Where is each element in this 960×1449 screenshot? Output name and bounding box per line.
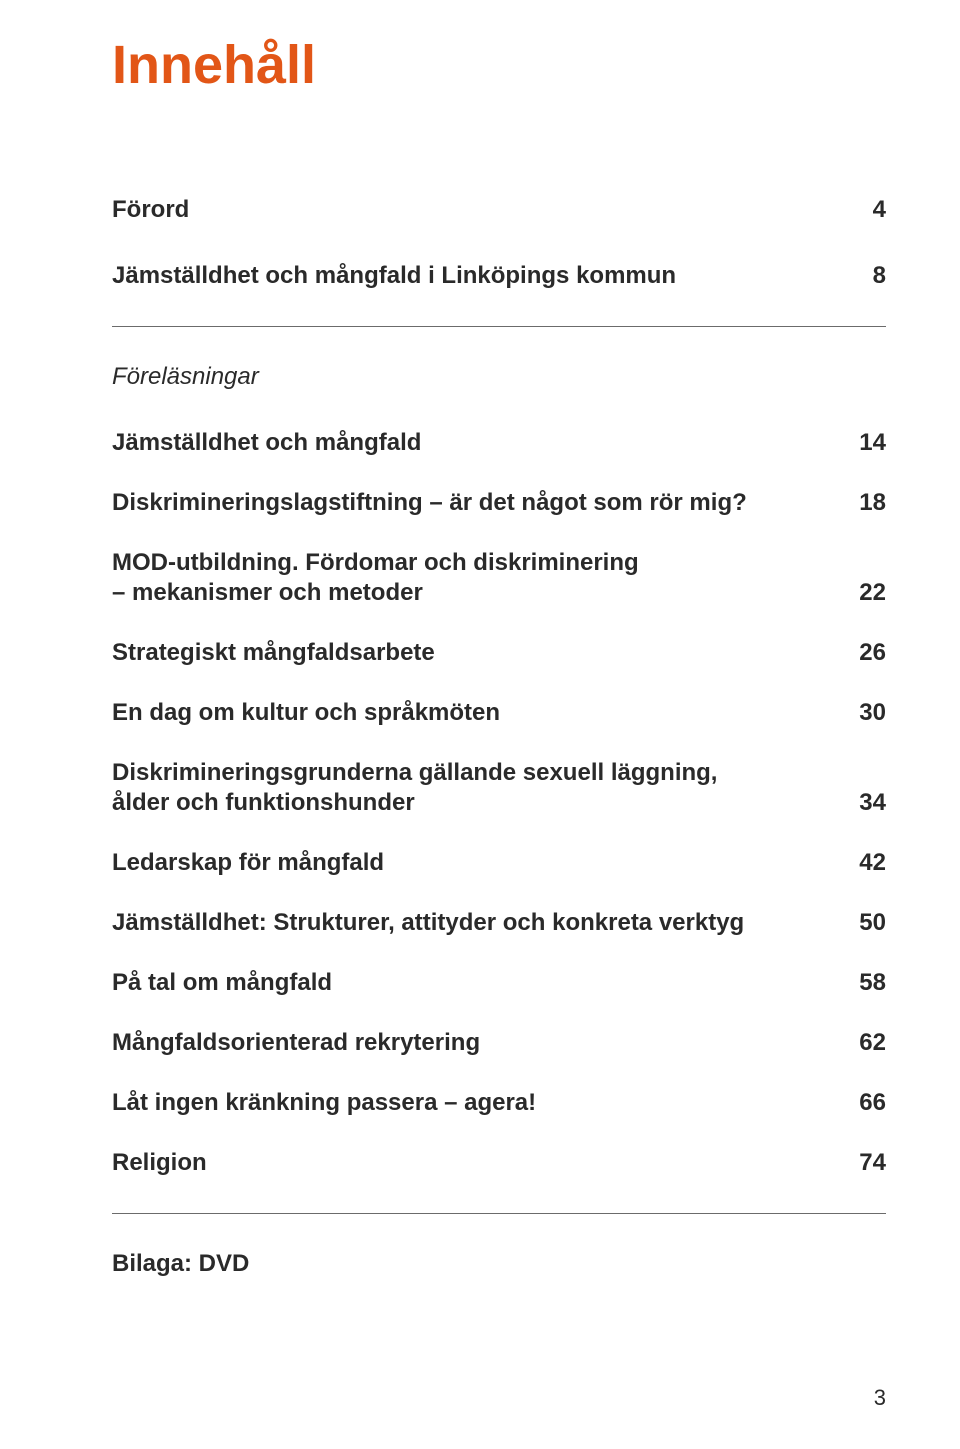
toc-label-line2: – mekanismer och metoder	[112, 579, 846, 607]
toc-label: En dag om kultur och språkmöten	[112, 699, 846, 727]
toc-page: 74	[846, 1149, 886, 1177]
toc-page: 30	[846, 699, 886, 727]
toc-label: Diskrimineringslagstiftning – är det någ…	[112, 489, 846, 517]
toc-entry: Jämställdhet och mångfald i Linköpings k…	[112, 262, 886, 290]
toc-page: 22	[846, 579, 886, 607]
toc-label: På tal om mångfald	[112, 969, 846, 997]
section-label: Föreläsningar	[112, 363, 886, 391]
toc-page: 62	[846, 1029, 886, 1057]
toc-page: 34	[846, 789, 886, 817]
toc-page: 14	[846, 429, 886, 457]
toc-label: Ledarskap för mångfald	[112, 849, 846, 877]
toc-section-heading: Föreläsningar	[112, 363, 886, 391]
toc-entry: Strategiskt mångfaldsarbete 26	[112, 639, 886, 667]
toc-label: Jämställdhet: Strukturer, attityder och …	[112, 909, 846, 937]
toc-page: 18	[846, 489, 886, 517]
toc-entry: Låt ingen kränkning passera – agera! 66	[112, 1089, 886, 1117]
toc-label: Låt ingen kränkning passera – agera!	[112, 1089, 846, 1117]
toc-entry: Diskrimineringslagstiftning – är det någ…	[112, 489, 886, 517]
toc-entry: Ledarskap för mångfald 42	[112, 849, 886, 877]
toc-page: 4	[846, 196, 886, 224]
page: Innehåll Förord 4 Jämställdhet och mångf…	[0, 0, 960, 1449]
toc-page: 8	[846, 262, 886, 290]
toc-entry: Mångfaldsorienterad rekrytering 62	[112, 1029, 886, 1057]
toc-entry: Religion 74	[112, 1149, 886, 1177]
toc-label: Förord	[112, 196, 846, 224]
page-number: 3	[874, 1385, 886, 1411]
toc-page: 42	[846, 849, 886, 877]
toc-label: Religion	[112, 1149, 846, 1177]
toc-entry: Diskrimineringsgrunderna gällande sexuel…	[112, 759, 886, 817]
toc-entry: MOD-utbildning. Fördomar och diskriminer…	[112, 549, 886, 607]
toc-entry: En dag om kultur och språkmöten 30	[112, 699, 886, 727]
toc-entry: Bilaga: DVD	[112, 1250, 886, 1278]
toc-page: 26	[846, 639, 886, 667]
toc-page: 50	[846, 909, 886, 937]
toc-page: 66	[846, 1089, 886, 1117]
toc-entry: Jämställdhet: Strukturer, attityder och …	[112, 909, 886, 937]
toc-label-line1: Diskrimineringsgrunderna gällande sexuel…	[112, 759, 886, 787]
toc-label: Jämställdhet och mångfald i Linköpings k…	[112, 262, 846, 290]
toc-label: Bilaga: DVD	[112, 1250, 886, 1278]
toc-label-line2: ålder och funktionshunder	[112, 789, 846, 817]
toc-entry: Förord 4	[112, 196, 886, 224]
page-title: Innehåll	[112, 34, 886, 96]
toc-entry: Jämställdhet och mångfald 14	[112, 429, 886, 457]
toc-page: 58	[846, 969, 886, 997]
toc-label: Mångfaldsorienterad rekrytering	[112, 1029, 846, 1057]
toc-label: Strategiskt mångfaldsarbete	[112, 639, 846, 667]
toc-label: Jämställdhet och mångfald	[112, 429, 846, 457]
toc-entry: På tal om mångfald 58	[112, 969, 886, 997]
toc-label-line1: MOD-utbildning. Fördomar och diskriminer…	[112, 549, 886, 577]
